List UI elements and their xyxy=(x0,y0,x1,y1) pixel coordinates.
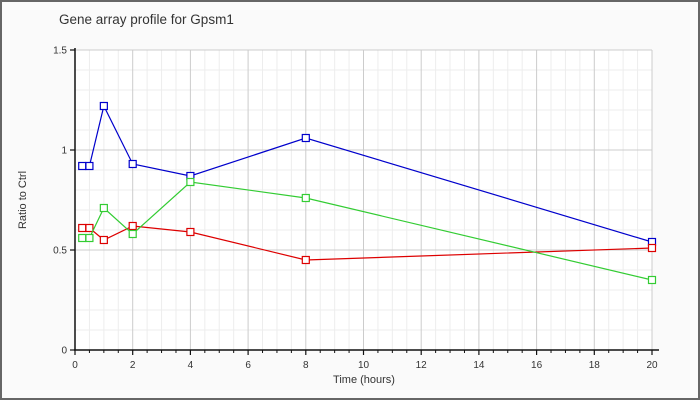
series-red-marker xyxy=(78,223,87,233)
series-red-marker xyxy=(85,223,94,233)
series-red-marker xyxy=(99,235,108,245)
series-green-marker xyxy=(128,229,137,239)
x-tick-label: 18 xyxy=(589,360,601,371)
y-tick-label: 0.5 xyxy=(53,246,67,257)
x-tick-label: 8 xyxy=(303,360,309,371)
x-tick-label: 4 xyxy=(188,360,194,371)
y-axis-label: Ratio to Ctrl xyxy=(17,171,29,229)
x-tick-label: 12 xyxy=(416,360,428,371)
y-tick-label: 1.5 xyxy=(53,46,67,57)
series-green-marker xyxy=(99,203,108,213)
series-blue-marker xyxy=(85,161,94,171)
x-tick-label: 20 xyxy=(646,360,658,371)
x-tick-label: 0 xyxy=(72,360,78,371)
series-blue-marker xyxy=(99,101,108,111)
series-green-marker xyxy=(78,233,87,243)
x-axis-label: Time (hours) xyxy=(333,374,395,386)
series-green-marker xyxy=(85,233,94,243)
series-green-marker xyxy=(647,275,657,285)
x-tick-label: 6 xyxy=(245,360,251,371)
x-tick-label: 16 xyxy=(531,360,543,371)
series-red-marker xyxy=(186,227,195,237)
series-blue-marker xyxy=(78,161,87,171)
x-tick-label: 2 xyxy=(130,360,136,371)
axes-layer: 0 2 4 6 8 10 12 14 16 18 20 0 0.5 1 1.5 xyxy=(53,46,659,371)
series-red-marker xyxy=(647,243,657,253)
x-tick-label: 10 xyxy=(358,360,370,371)
series-green-marker xyxy=(186,177,195,187)
y-tick-label: 0 xyxy=(61,346,67,357)
series-layer xyxy=(78,101,657,285)
grid-layer xyxy=(75,49,653,350)
y-tick-label: 1 xyxy=(61,146,67,157)
series-blue-marker xyxy=(128,159,137,169)
series-red-marker xyxy=(128,221,137,231)
chart-title: Gene array profile for Gpsm1 xyxy=(59,12,234,27)
x-tick-label: 14 xyxy=(473,360,485,371)
series-green-marker xyxy=(301,193,310,203)
series-red-marker xyxy=(301,255,310,265)
series-blue-marker xyxy=(301,133,310,143)
